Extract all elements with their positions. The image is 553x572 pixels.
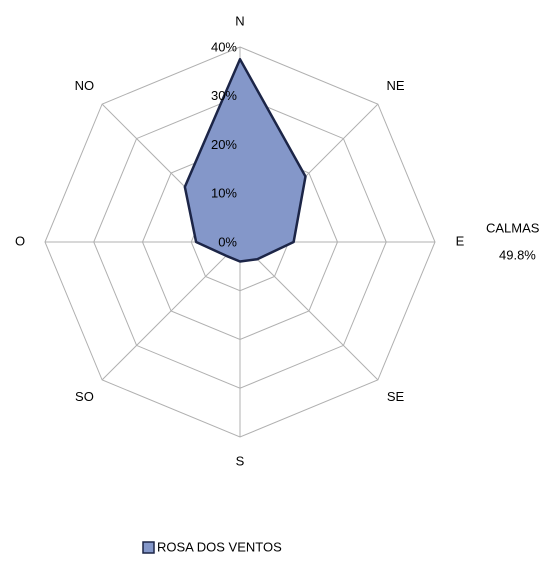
- grid-ring: [44, 46, 436, 438]
- r-tick-label: 40%: [211, 39, 237, 54]
- r-tick-label: 30%: [211, 88, 237, 103]
- category-label: NE: [387, 78, 405, 93]
- annotation-title: CALMAS: [486, 220, 540, 235]
- legend-label: ROSA DOS VENTOS: [157, 539, 282, 554]
- category-label: NO: [75, 78, 95, 93]
- grid-ring: [141, 143, 339, 341]
- r-tick-label: 0%: [218, 234, 237, 249]
- grid-ring: [93, 95, 387, 389]
- radar-area: [183, 57, 307, 263]
- category-label: SO: [75, 389, 94, 404]
- category-label: S: [236, 453, 245, 468]
- category-label: O: [15, 233, 25, 248]
- r-tick-label: 10%: [211, 186, 237, 201]
- category-label: SE: [387, 389, 405, 404]
- annotation-value: 49.8%: [499, 247, 536, 262]
- r-tick-label: 20%: [211, 137, 237, 152]
- legend-swatch: [142, 541, 155, 554]
- category-label: E: [456, 233, 465, 248]
- category-label: N: [235, 13, 244, 28]
